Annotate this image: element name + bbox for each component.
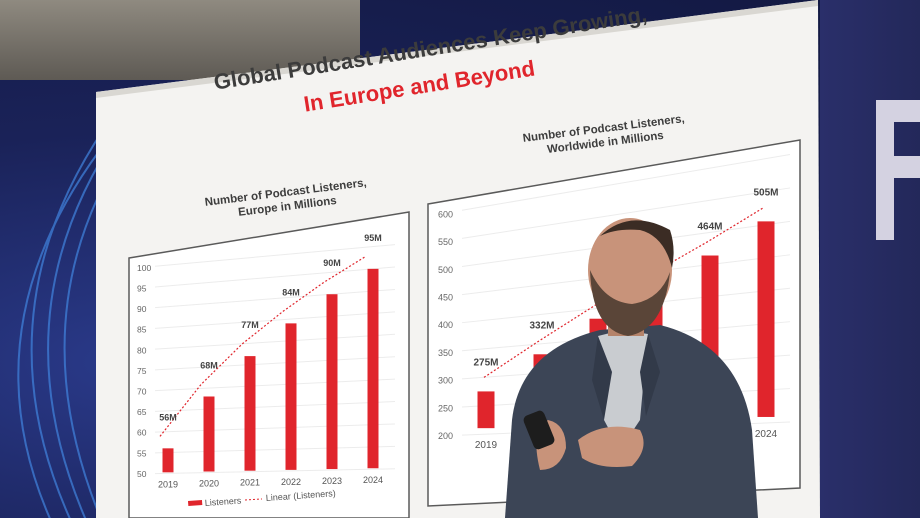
y-tick-label: 80 <box>137 345 147 355</box>
y-tick-label: 550 <box>438 237 453 247</box>
bar-2021 <box>589 318 607 424</box>
grid-line <box>154 288 396 309</box>
y-tick-label: 55 <box>137 448 147 458</box>
bar-2022 <box>645 287 663 422</box>
x-tick-2021: 2021 <box>240 478 260 488</box>
bar-2020 <box>533 354 551 426</box>
grid-line <box>154 423 396 433</box>
data-label-2023: 464M <box>697 222 722 233</box>
y-tick-label: 500 <box>438 265 453 275</box>
grid-line <box>461 187 791 239</box>
bar-2019 <box>477 391 495 429</box>
x-tick-2023: 2023 <box>322 476 342 486</box>
data-label-2021: 38 <box>592 285 604 296</box>
y-tick-label: 85 <box>137 325 147 335</box>
grid-line <box>154 378 396 392</box>
legend-listeners-label: Listeners <box>204 495 242 508</box>
grid-line <box>461 154 791 211</box>
grid-line <box>154 311 396 329</box>
y-tick-label: 600 <box>438 209 453 219</box>
data-label-2021: 77M <box>241 320 259 330</box>
data-label-2019: 275M <box>473 357 498 368</box>
y-tick-label: 450 <box>438 292 453 302</box>
side-panel <box>820 0 920 518</box>
europe-chart-data-labels: 56M 68M 77M 84M 90M 95M <box>159 233 382 422</box>
grid-line <box>154 333 396 350</box>
worldwide-chart-y-ticks: 200 250 300 350 400 450 500 550 600 <box>438 209 453 441</box>
y-tick-label: 100 <box>137 263 151 273</box>
bar-2024 <box>757 221 775 417</box>
data-label-2019: 56M <box>159 412 177 422</box>
bar-2023 <box>326 294 338 470</box>
europe-chart-frame <box>128 211 410 518</box>
europe-chart-bars <box>162 268 379 473</box>
backdrop-letter-shape <box>876 100 920 240</box>
bar-2024 <box>367 268 379 469</box>
data-label-2020: 332M <box>529 320 554 331</box>
bar-2020 <box>203 396 215 472</box>
grid-line <box>154 445 396 454</box>
x-tick-2024: 2024 <box>755 429 778 440</box>
x-tick-2019: 2019 <box>475 440 498 451</box>
screen-top-edge <box>96 0 818 98</box>
bar-2019 <box>162 448 174 473</box>
grid-line <box>154 401 396 412</box>
y-tick-label: 65 <box>137 407 147 417</box>
y-tick-label: 300 <box>438 376 453 386</box>
y-tick-label: 75 <box>137 366 147 376</box>
data-label-2020: 68M <box>200 360 218 370</box>
y-tick-label: 60 <box>137 428 147 438</box>
europe-chart-y-ticks: 50 55 60 65 70 75 80 85 90 95 100 <box>137 263 151 479</box>
europe-chart-grid <box>154 244 396 475</box>
y-tick-label: 250 <box>438 403 453 413</box>
y-tick-label: 50 <box>137 469 147 479</box>
bar-2023 <box>701 255 719 420</box>
europe-chart-trendline <box>159 256 366 437</box>
y-tick-label: 95 <box>137 283 147 293</box>
grid-line <box>154 356 396 371</box>
worldwide-chart-x-ticks: 2019 2024 <box>475 429 778 451</box>
data-label-2022: 84M <box>282 287 300 297</box>
bar-2022 <box>285 323 297 470</box>
y-tick-label: 200 <box>438 431 453 441</box>
bar-2021 <box>244 356 256 471</box>
y-tick-label: 350 <box>438 348 453 358</box>
data-label-2024: 505M <box>753 187 778 198</box>
data-label-2023: 90M <box>323 258 341 268</box>
x-tick-2020: 2020 <box>199 479 219 489</box>
grid-line <box>154 468 396 475</box>
legend-listeners-swatch <box>187 500 203 506</box>
y-tick-label: 400 <box>438 320 453 330</box>
decorative-arcs <box>17 120 131 518</box>
y-tick-label: 70 <box>137 387 147 397</box>
grid-line <box>154 244 396 267</box>
europe-chart-x-ticks: 2019 2020 2021 2022 2023 2024 <box>158 475 383 489</box>
x-tick-2022: 2022 <box>281 477 301 487</box>
legend-trend-swatch <box>244 498 263 501</box>
x-tick-2024: 2024 <box>363 475 383 485</box>
y-tick-label: 90 <box>137 304 147 314</box>
legend-trend-label: Linear (Listeners) <box>265 488 336 503</box>
grid-line <box>154 266 396 288</box>
x-tick-2019: 2019 <box>158 479 178 489</box>
data-label-2024: 95M <box>364 233 382 243</box>
